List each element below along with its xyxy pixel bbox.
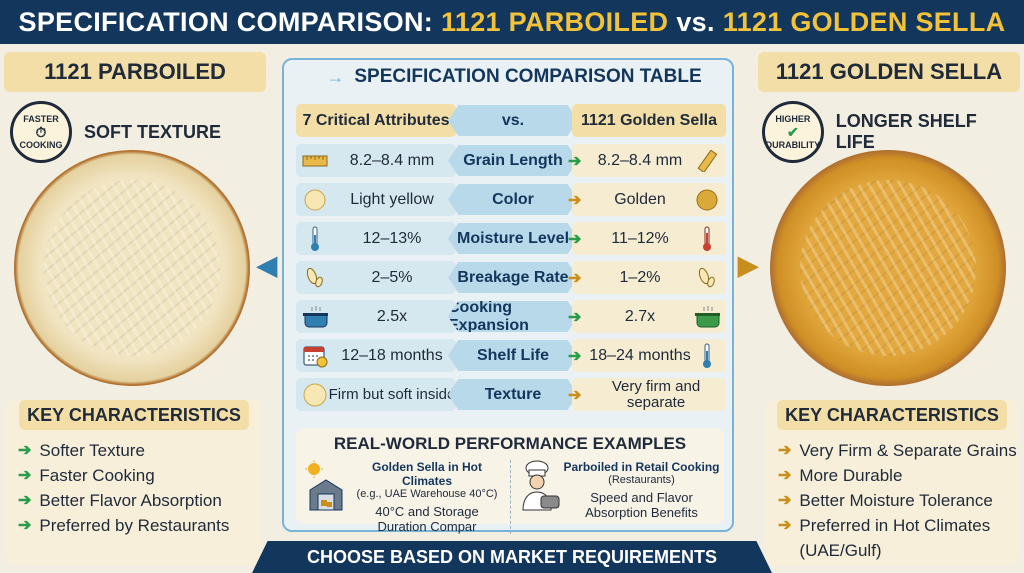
- thermometer-icon: [694, 226, 720, 252]
- list-item: ➔ Better Moisture Tolerance: [778, 488, 1018, 513]
- left-panel: 1121 PARBOILED FASTER ⏱ COOKING SOFT TEX…: [4, 52, 266, 567]
- arrow-right-icon: ➔: [778, 467, 792, 484]
- faster-cooking-badge-icon: FASTER ⏱ COOKING: [10, 101, 72, 163]
- right-pointer-arrow-icon: ▶: [738, 250, 758, 280]
- performance-examples: REAL-WORLD PERFORMANCE EXAMPLES Golden S…: [296, 428, 724, 534]
- color-swatch-icon: [302, 187, 328, 213]
- table-row: 12–18 months Shelf Life ➔ 18–24 months: [296, 339, 726, 372]
- title-prefix: SPECIFICATION COMPARISON:: [18, 6, 434, 37]
- title-vs: vs.: [676, 6, 715, 37]
- thermometer-icon: [302, 226, 328, 252]
- comparison-table-title: → SPECIFICATION COMPARISON TABLE: [304, 60, 714, 94]
- list-item: ➔ Preferred in Hot Climates (UAE/Gulf): [778, 513, 1018, 563]
- grain-texture-icon: [302, 382, 328, 408]
- right-panel: 1121 GOLDEN SELLA HIGHER ✔ DURABILITY LO…: [758, 52, 1020, 567]
- arrow-right-icon: ➔: [18, 442, 32, 459]
- left-key-characteristics: KEY CHARACTERISTICS ➔ Softer Texture ➔ Fas…: [6, 400, 262, 565]
- arrow-right-icon: ➔: [18, 492, 32, 509]
- footer-banner: CHOOSE BASED ON MARKET REQUIREMENTS: [252, 541, 772, 573]
- color-swatch-icon: [694, 187, 720, 213]
- table-row: 2–5% Breakage Rate ➔ 1–2%: [296, 261, 726, 294]
- table-row: Firm but soft inside Texture ➔ Very firm …: [296, 378, 726, 411]
- badge-top-text: HIGHER: [775, 114, 811, 124]
- arrow-right-icon: ➔: [778, 517, 792, 534]
- table-row: 2.5x Cooking Expansion ➔ 2.7x: [296, 300, 726, 333]
- ruler-icon: [694, 148, 720, 174]
- ruler-icon: [302, 148, 328, 174]
- left-pointer-arrow-icon: ◀: [257, 250, 277, 280]
- table-row: 8.2–8.4 mm Grain Length ➔ 8.2–8.4 mm: [296, 144, 726, 177]
- left-panel-heading: 1121 PARBOILED: [4, 52, 266, 92]
- left-key-heading: KEY CHARACTERISTICS: [19, 400, 249, 430]
- badge-bottom-text: COOKING: [19, 140, 63, 150]
- list-item: ➔ Better Flavor Absorption: [18, 488, 262, 513]
- title-left-product: 1121 PARBOILED: [441, 6, 669, 37]
- list-item: ➔ Faster Cooking: [18, 463, 262, 488]
- list-item: ➔ More Durable: [778, 463, 1018, 488]
- stopwatch-icon: ⏱: [35, 124, 47, 140]
- broken-grain-icon: [694, 265, 720, 291]
- title-bar: SPECIFICATION COMPARISON: 1121 PARBOILED…: [0, 0, 1024, 44]
- calendar-icon: [302, 343, 328, 369]
- table-row: 12–13% Moisture Level ➔ 11–12%: [296, 222, 726, 255]
- right-badge-label: LONGER SHELF LIFE: [835, 111, 977, 152]
- list-item: ➔ Preferred by Restaurants: [18, 513, 262, 538]
- header-golden-sella: 1121 Golden Sella: [572, 104, 726, 137]
- broken-grain-icon: [302, 265, 328, 291]
- right-panel-heading: 1121 GOLDEN SELLA: [758, 52, 1020, 92]
- list-item: ➔ Very Firm & Separate Grains: [778, 438, 1018, 463]
- warehouse-sun-icon: [304, 460, 348, 512]
- right-key-heading: KEY CHARACTERISTICS: [777, 400, 1007, 430]
- header-vs: vs.: [448, 105, 578, 136]
- badge-top-text: FASTER: [23, 114, 59, 124]
- arrow-right-icon: ➔: [18, 467, 32, 484]
- cooking-pot-icon: [694, 304, 720, 330]
- golden-sella-rice-bowl-image: [770, 150, 1006, 386]
- badge-bottom-text: DURABILITY: [765, 140, 821, 150]
- table-row: Light yellow Color ➔ Golden: [296, 183, 726, 216]
- left-badge-label: SOFT TEXTURE: [84, 121, 222, 142]
- shield-check-icon: ✔: [787, 124, 799, 140]
- right-badge-row: HIGHER ✔ DURABILITY LONGER SHELF LIFE: [758, 101, 1020, 163]
- hot-climate-example: Golden Sella in Hot Climates (e.g., UAE …: [296, 460, 510, 534]
- header-attributes: 7 Critical Attributes: [296, 104, 456, 137]
- arrow-right-icon: ➔: [778, 492, 792, 509]
- right-key-characteristics: KEY CHARACTERISTICS ➔ Very Firm & Separat…: [766, 400, 1018, 565]
- comparison-table-panel: → SPECIFICATION COMPARISON TABLE 7 Criti…: [282, 58, 734, 534]
- parboiled-rice-bowl-image: [14, 150, 250, 386]
- higher-durability-badge-icon: HIGHER ✔ DURABILITY: [762, 101, 824, 163]
- left-badge-row: FASTER ⏱ COOKING SOFT TEXTURE: [4, 101, 266, 163]
- arrow-right-icon: ➔: [18, 517, 32, 534]
- chef-icon: [519, 460, 563, 512]
- performance-title: REAL-WORLD PERFORMANCE EXAMPLES: [333, 434, 687, 453]
- title-right-product: 1121 GOLDEN SELLA: [722, 6, 1006, 37]
- arrow-right-icon: →: [326, 66, 345, 87]
- thermometer-icon: [694, 343, 720, 369]
- arrow-right-icon: ➔: [778, 442, 792, 459]
- cooking-pot-icon: [302, 304, 328, 330]
- retail-cooking-example: Parboiled in Retail Cooking (Restaurants…: [510, 460, 724, 534]
- table-header-row: 7 Critical Attributes vs. 1121 Golden Se…: [296, 104, 726, 137]
- list-item: ➔ Softer Texture: [18, 438, 262, 463]
